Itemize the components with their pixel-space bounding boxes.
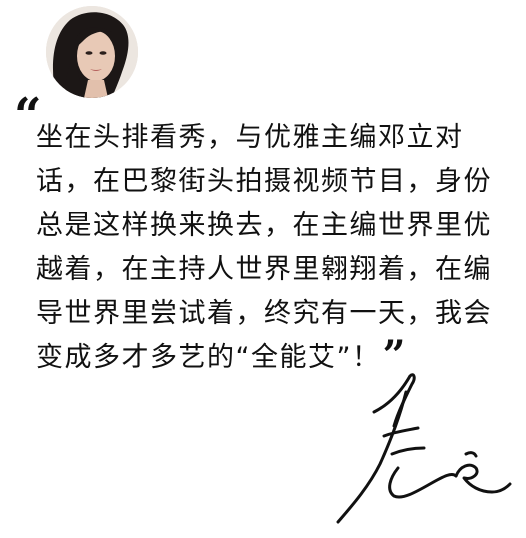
handwritten-signature-icon [336,373,512,524]
quote-text-block: 坐在头排看秀，与优雅主编邓立对话，在巴黎街头拍摄视频节目，身份总是这样换来换去，… [36,116,508,380]
portrait-photo-icon [46,6,138,98]
opening-quote-mark: “ [14,88,42,144]
author-avatar [46,6,138,98]
signature [320,368,512,528]
closing-quote-mark: ” [382,332,407,379]
quote-text: 坐在头排看秀，与优雅主编邓立对话，在巴黎街头拍摄视频节目，身份总是这样换来换去，… [36,122,492,373]
